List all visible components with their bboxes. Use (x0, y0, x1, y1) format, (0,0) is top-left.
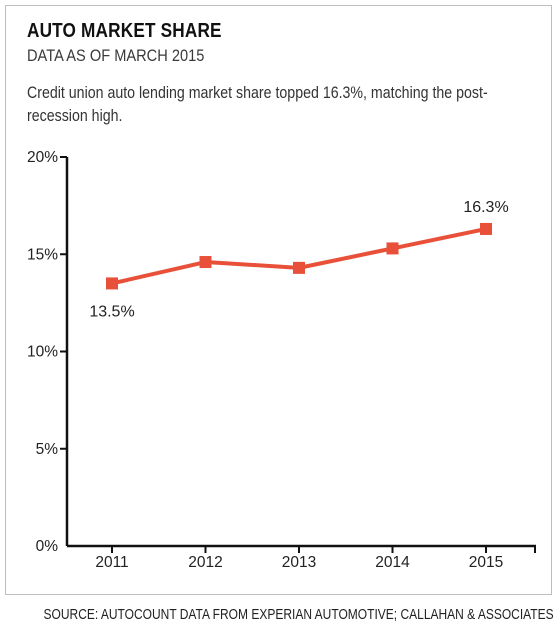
y-tick-label: 20% (27, 149, 58, 166)
x-tick-label: 2011 (95, 554, 128, 571)
chart-title: AUTO MARKET SHARE (27, 20, 222, 42)
y-tick-label: 5% (36, 441, 59, 458)
data-point (480, 222, 492, 235)
y-tick-label: 15% (27, 246, 58, 263)
series-layer (106, 222, 492, 290)
chart-panel (5, 5, 552, 595)
data-label: 13.5% (89, 303, 134, 320)
x-tick-label: 2012 (188, 554, 222, 571)
data-point (199, 256, 212, 269)
line-chart: 0% 5% 10% 15% 20% 2011 2012 2013 2014 2015 13.5%… (27, 149, 536, 571)
x-tick-label: 2013 (282, 554, 316, 571)
data-point (106, 277, 118, 290)
data-label: 16.3% (463, 199, 508, 216)
data-point (293, 261, 305, 274)
chart-description: Credit union auto lending market share t… (27, 84, 488, 125)
x-tick-label: 2014 (375, 554, 410, 571)
annotation-layer: 13.5% 16.3% (89, 199, 508, 320)
chart-subtitle: DATA AS OF MARCH 2015 (27, 46, 205, 65)
source-note: SOURCE: AUTOCOUNT DATA FROM EXPERIAN AUT… (43, 606, 554, 623)
y-tick-label: 0% (36, 538, 59, 555)
x-axis: 2011 2012 2013 2014 2015 (67, 544, 536, 571)
x-tick-label: 2015 (469, 554, 503, 571)
series-line (111, 227, 487, 286)
y-tick-label: 10% (27, 344, 58, 361)
y-axis: 0% 5% 10% 15% 20% (27, 149, 69, 555)
data-point (386, 242, 399, 255)
